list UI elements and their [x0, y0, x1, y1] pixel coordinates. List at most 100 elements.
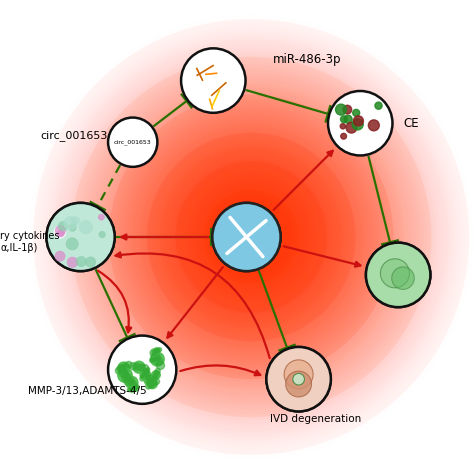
Circle shape [156, 361, 164, 369]
Circle shape [124, 377, 133, 386]
Circle shape [154, 379, 160, 384]
Circle shape [340, 116, 347, 123]
Circle shape [286, 371, 311, 397]
Circle shape [212, 198, 290, 276]
Circle shape [117, 365, 126, 373]
Circle shape [218, 204, 284, 270]
Circle shape [152, 376, 157, 382]
Circle shape [153, 374, 158, 379]
Circle shape [115, 367, 122, 374]
Circle shape [143, 369, 148, 374]
Circle shape [146, 368, 150, 371]
Circle shape [147, 382, 154, 388]
Text: MMP-3/13,ADAMTS-4/5: MMP-3/13,ADAMTS-4/5 [28, 386, 147, 396]
Circle shape [46, 203, 115, 271]
Circle shape [141, 374, 146, 379]
Circle shape [137, 364, 145, 371]
Circle shape [58, 222, 68, 231]
Circle shape [266, 347, 331, 411]
Circle shape [131, 387, 135, 391]
Circle shape [54, 226, 66, 238]
Circle shape [150, 349, 158, 357]
Circle shape [154, 357, 157, 361]
Circle shape [122, 364, 129, 370]
Circle shape [67, 257, 78, 267]
Circle shape [133, 361, 145, 373]
Circle shape [284, 360, 313, 389]
Circle shape [129, 386, 135, 392]
Circle shape [151, 356, 157, 363]
Circle shape [150, 359, 153, 362]
Circle shape [64, 217, 77, 230]
Circle shape [368, 120, 379, 131]
Circle shape [375, 102, 382, 109]
Circle shape [79, 220, 92, 234]
Circle shape [148, 379, 157, 389]
Circle shape [133, 386, 138, 391]
Circle shape [140, 376, 145, 381]
Circle shape [69, 224, 76, 231]
Circle shape [143, 369, 149, 375]
Circle shape [118, 365, 126, 372]
Circle shape [118, 362, 129, 374]
Circle shape [132, 389, 135, 392]
Circle shape [154, 348, 160, 354]
Text: circ_001653: circ_001653 [114, 139, 152, 145]
Circle shape [152, 350, 156, 354]
Circle shape [343, 105, 352, 114]
Circle shape [129, 363, 137, 370]
Circle shape [55, 226, 65, 236]
Circle shape [237, 223, 265, 251]
Circle shape [128, 388, 131, 392]
Circle shape [175, 161, 327, 313]
Circle shape [341, 133, 346, 139]
Text: miR-486-3p: miR-486-3p [273, 53, 341, 66]
Circle shape [240, 226, 262, 248]
Circle shape [133, 388, 137, 391]
Circle shape [140, 371, 148, 379]
Circle shape [154, 371, 159, 376]
Circle shape [152, 371, 160, 379]
Circle shape [108, 118, 157, 167]
Text: IVD degeneration: IVD degeneration [270, 414, 362, 425]
Circle shape [129, 381, 137, 388]
Circle shape [158, 348, 162, 352]
Circle shape [66, 238, 78, 250]
Circle shape [144, 371, 147, 374]
Circle shape [381, 259, 410, 288]
Circle shape [141, 365, 148, 372]
Circle shape [181, 48, 246, 113]
Text: ry cytokines
α,IL-1β): ry cytokines α,IL-1β) [0, 231, 60, 253]
Circle shape [223, 209, 279, 265]
Circle shape [212, 203, 281, 271]
Circle shape [229, 215, 273, 259]
Circle shape [212, 203, 281, 271]
Circle shape [223, 209, 280, 265]
Circle shape [118, 368, 132, 383]
Circle shape [152, 358, 155, 362]
Circle shape [134, 363, 141, 371]
Circle shape [145, 372, 151, 378]
Circle shape [248, 234, 254, 240]
Circle shape [71, 57, 431, 417]
Circle shape [220, 206, 282, 268]
Text: circ_001653: circ_001653 [40, 129, 108, 141]
Circle shape [76, 256, 86, 267]
Circle shape [71, 217, 80, 225]
Circle shape [152, 353, 160, 361]
Circle shape [142, 372, 147, 376]
Circle shape [99, 231, 105, 238]
Circle shape [346, 122, 357, 133]
Circle shape [109, 95, 393, 379]
Circle shape [354, 116, 364, 126]
Circle shape [57, 230, 64, 237]
Circle shape [232, 218, 271, 256]
Circle shape [154, 349, 158, 354]
Circle shape [119, 369, 128, 377]
Circle shape [246, 231, 257, 243]
Circle shape [145, 369, 149, 373]
Circle shape [154, 357, 163, 365]
Circle shape [366, 243, 430, 307]
Circle shape [143, 373, 146, 376]
Circle shape [151, 380, 157, 386]
